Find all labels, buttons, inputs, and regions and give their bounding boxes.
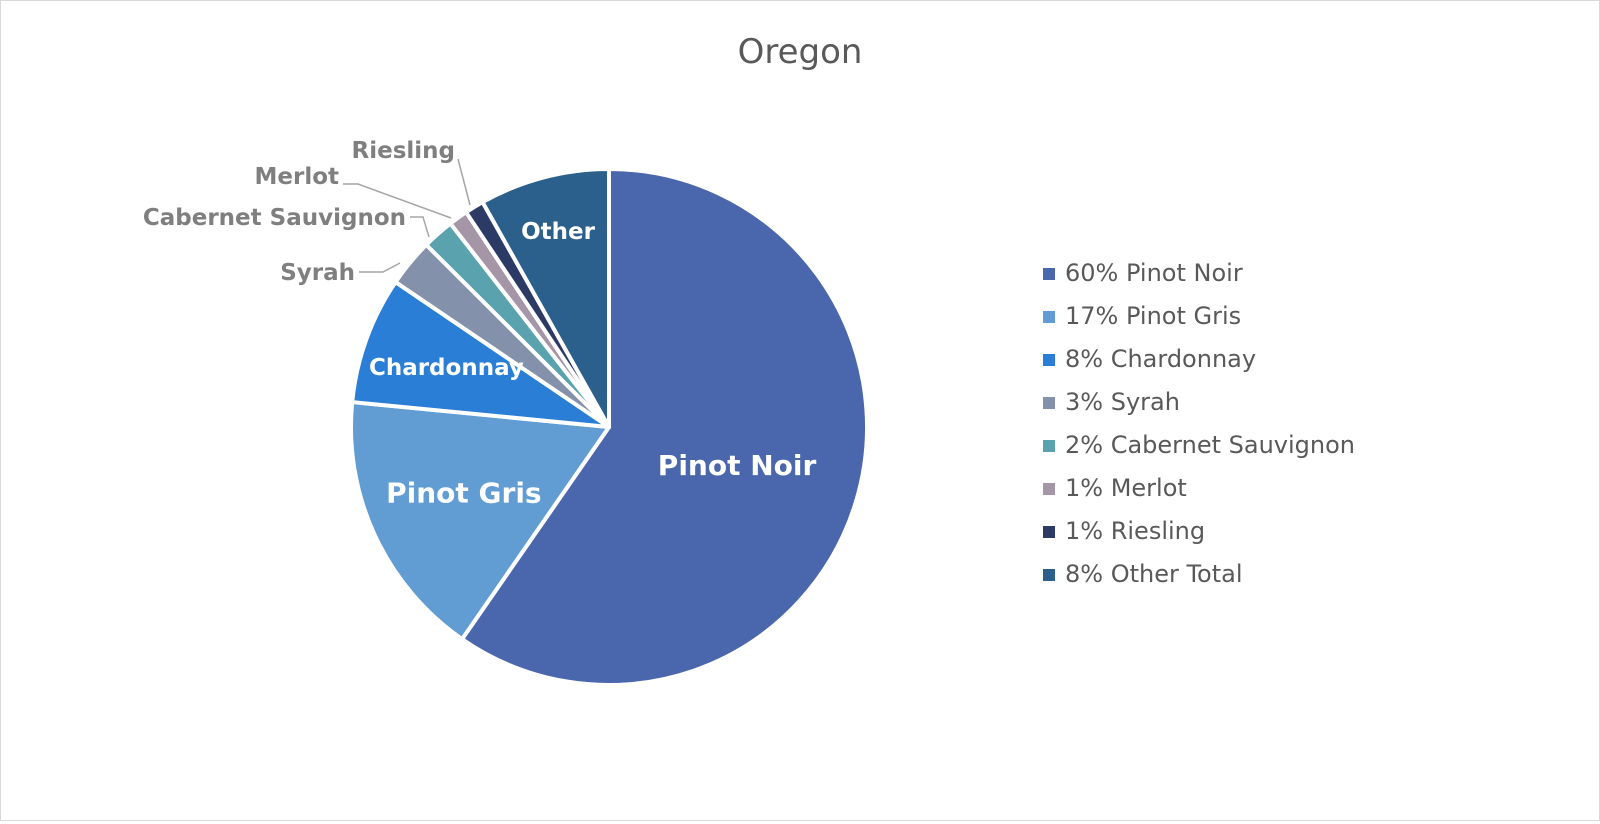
legend-swatch <box>1043 397 1055 409</box>
data-label-chardonnay: Chardonnay <box>369 355 524 381</box>
legend-swatch <box>1043 311 1055 323</box>
legend-label: 8% Other Total <box>1065 560 1243 588</box>
legend-item-syrah: 3% Syrah <box>1043 388 1180 416</box>
legend-swatch <box>1043 268 1055 280</box>
legend-item-riesling: 1% Riesling <box>1043 517 1205 545</box>
pie-slice-chardonnay <box>350 280 611 429</box>
legend-swatch <box>1043 526 1055 538</box>
data-label-syrah: Syrah <box>280 260 355 286</box>
legend-label: 2% Cabernet Sauvignon <box>1065 431 1355 459</box>
legend-item-pinot-gris: 17% Pinot Gris <box>1043 302 1241 330</box>
legend-item-pinot-noir: 60% Pinot Noir <box>1043 259 1243 287</box>
data-label-riesling: Riesling <box>352 138 456 164</box>
legend-swatch <box>1043 354 1055 366</box>
pie-slice-pinot-gris <box>349 400 611 642</box>
legend-label: 17% Pinot Gris <box>1065 302 1241 330</box>
pie-slice-other <box>480 167 611 429</box>
legend-swatch <box>1043 440 1055 452</box>
data-label-pinot-noir: Pinot Noir <box>658 449 817 482</box>
legend-item-other: 8% Other Total <box>1043 560 1243 588</box>
data-label-cabernet-sauvignon: Cabernet Sauvignon <box>143 205 406 231</box>
legend-label: 1% Merlot <box>1065 474 1187 502</box>
data-label-pinot-gris: Pinot Gris <box>386 476 541 509</box>
legend-swatch <box>1043 569 1055 581</box>
leader-line-syrah <box>359 262 401 273</box>
legend-label: 1% Riesling <box>1065 517 1205 545</box>
legend-label: 8% Chardonnay <box>1065 345 1256 373</box>
legend-item-cabernet-sauvignon: 2% Cabernet Sauvignon <box>1043 431 1355 459</box>
legend-item-chardonnay: 8% Chardonnay <box>1043 345 1256 373</box>
pie-slice-pinot-noir <box>460 167 869 687</box>
legend-item-merlot: 1% Merlot <box>1043 474 1187 502</box>
chart-title: Oregon <box>738 32 863 72</box>
legend-label: 3% Syrah <box>1065 388 1180 416</box>
legend-label: 60% Pinot Noir <box>1065 259 1243 287</box>
data-label-merlot: Merlot <box>254 164 339 190</box>
leader-line-merlot <box>343 183 452 219</box>
data-label-other: Other <box>521 219 596 245</box>
leader-line-cabernet-sauvignon <box>410 216 430 238</box>
legend-swatch <box>1043 483 1055 495</box>
leader-line-riesling <box>457 158 471 206</box>
